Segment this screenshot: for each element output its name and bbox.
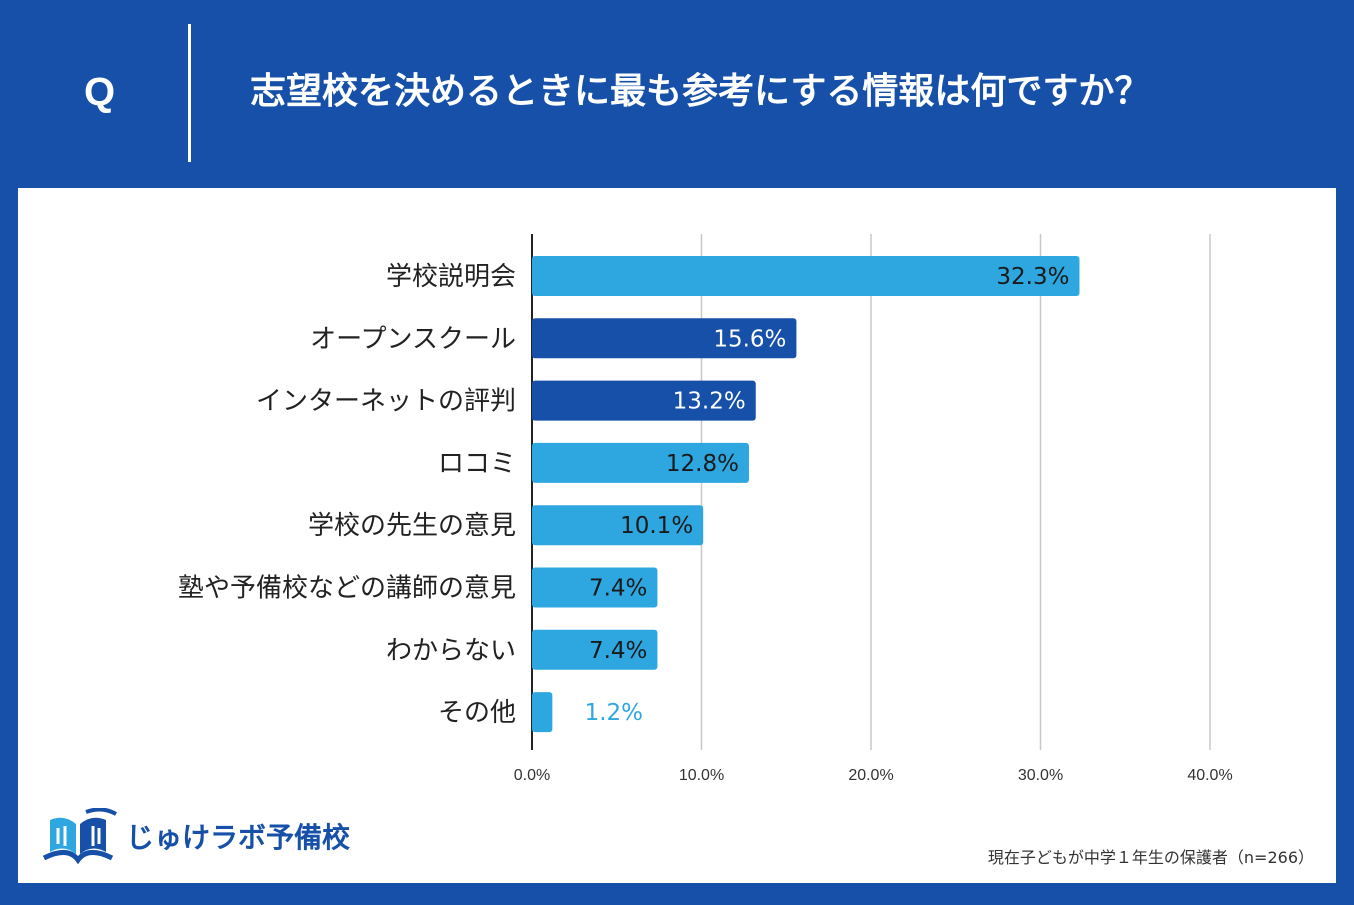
open-book-icon bbox=[42, 808, 117, 865]
q-mark: Q bbox=[84, 70, 116, 114]
x-tick-label: 20.0% bbox=[848, 767, 893, 784]
data-label: 10.1% bbox=[620, 513, 693, 539]
data-label: 13.2% bbox=[673, 389, 746, 415]
category-label: ロコミ bbox=[438, 449, 516, 479]
question-header: Q 志望校を決めるときに最も参考にする情報は何ですか？ bbox=[0, 0, 1354, 188]
category-label: オープンスクール bbox=[310, 324, 516, 354]
question-text: 志望校を決めるときに最も参考にする情報は何ですか？ bbox=[250, 71, 1151, 112]
bar bbox=[532, 256, 1080, 296]
bar bbox=[532, 629, 658, 670]
data-label: 15.6% bbox=[713, 326, 786, 352]
category-label: インターネットの評判 bbox=[256, 387, 516, 417]
category-label: 学校の先生の意見 bbox=[308, 511, 516, 541]
category-label: 塾や予備校などの講師の意見 bbox=[178, 574, 516, 604]
bar bbox=[532, 692, 553, 733]
data-label: 32.3% bbox=[996, 264, 1069, 290]
bar bbox=[532, 380, 756, 421]
bar bbox=[532, 442, 749, 483]
logo-text: じゅけラボ予備校 bbox=[126, 821, 351, 854]
x-tick-label: 30.0% bbox=[1018, 767, 1063, 784]
category-label: その他 bbox=[438, 698, 516, 728]
data-label: 1.2% bbox=[585, 700, 643, 726]
data-label: 12.8% bbox=[666, 451, 739, 477]
bar bbox=[532, 567, 658, 608]
x-tick-label: 10.0% bbox=[679, 767, 724, 784]
logo: じゅけラボ予備校 bbox=[38, 808, 358, 868]
data-label: 7.4% bbox=[589, 638, 647, 664]
category-label: 学校説明会 bbox=[386, 262, 516, 292]
header-divider bbox=[188, 24, 191, 162]
x-tick-label: 0.0% bbox=[514, 767, 550, 784]
bar bbox=[532, 505, 704, 546]
bar bbox=[532, 318, 797, 359]
category-label: わからない bbox=[386, 636, 516, 666]
x-tick-label: 40.0% bbox=[1187, 767, 1232, 784]
sample-footnote: 現在子どもが中学１年生の保護者（n=266） bbox=[987, 848, 1314, 867]
data-label: 7.4% bbox=[589, 576, 647, 602]
